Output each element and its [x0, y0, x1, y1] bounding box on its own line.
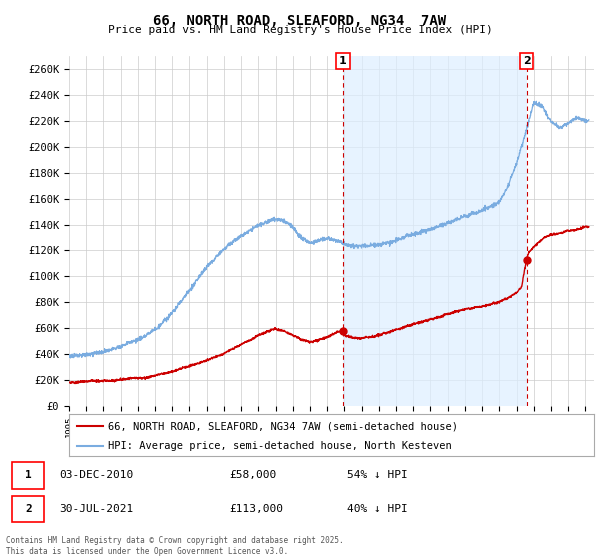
- Text: HPI: Average price, semi-detached house, North Kesteven: HPI: Average price, semi-detached house,…: [109, 441, 452, 451]
- Text: 03-DEC-2010: 03-DEC-2010: [59, 470, 133, 480]
- Text: Contains HM Land Registry data © Crown copyright and database right 2025.
This d: Contains HM Land Registry data © Crown c…: [6, 536, 344, 556]
- Text: Price paid vs. HM Land Registry's House Price Index (HPI): Price paid vs. HM Land Registry's House …: [107, 25, 493, 35]
- Text: 54% ↓ HPI: 54% ↓ HPI: [347, 470, 408, 480]
- FancyBboxPatch shape: [12, 496, 44, 522]
- Text: £113,000: £113,000: [229, 504, 283, 514]
- Text: 2: 2: [523, 56, 530, 66]
- Text: 66, NORTH ROAD, SLEAFORD, NG34 7AW (semi-detached house): 66, NORTH ROAD, SLEAFORD, NG34 7AW (semi…: [109, 421, 458, 431]
- Text: £58,000: £58,000: [229, 470, 277, 480]
- Text: 2: 2: [25, 504, 32, 514]
- Text: 40% ↓ HPI: 40% ↓ HPI: [347, 504, 408, 514]
- Text: 1: 1: [339, 56, 347, 66]
- Text: 1: 1: [25, 470, 32, 480]
- Text: 66, NORTH ROAD, SLEAFORD, NG34  7AW: 66, NORTH ROAD, SLEAFORD, NG34 7AW: [154, 14, 446, 28]
- FancyBboxPatch shape: [12, 462, 44, 488]
- Bar: [343, 56, 527, 406]
- Text: 30-JUL-2021: 30-JUL-2021: [59, 504, 133, 514]
